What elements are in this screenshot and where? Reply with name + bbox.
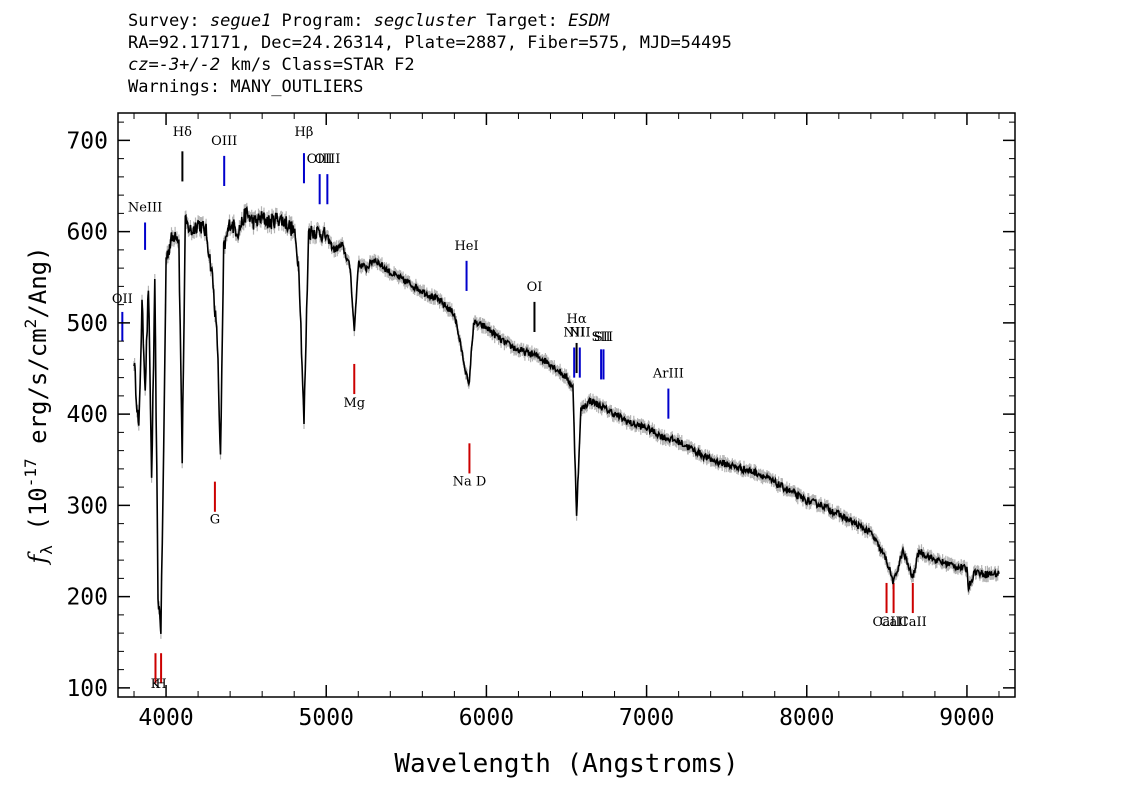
axes: 4000 5000 6000 7000 8000 9000 100 200 300 400 500 6… [21,113,1015,779]
line-label: Na D [453,474,487,489]
y-tick-label: 700 [66,128,108,154]
y-tick-label: 200 [66,585,108,611]
header-line-redshift: cz=-3+/-2 km/s Class=STAR F2 [128,54,732,76]
target-value: ESDM [568,11,610,31]
y-tick-label: 100 [66,676,108,702]
line-label: H [155,677,166,692]
line-label: SII [592,330,611,345]
redshift-value: cz=-3+/-2 [128,55,221,75]
program-value: segcluster [373,11,477,31]
line-label: K [151,677,161,692]
line-label: Hα [567,312,587,327]
program-label: Program: [271,11,374,31]
line-label: CaII [873,615,901,630]
line-label: OI [527,280,543,295]
error-band [133,202,999,639]
header-line-warnings: Warnings: MANY_OUTLIERS [128,77,364,97]
header-line-coords: RA=92.17171, Dec=24.26314, Plate=2887, F… [128,33,732,53]
line-label: OIII [314,152,340,167]
x-tick-label: 4000 [138,705,193,731]
line-label: Hδ [173,125,192,140]
header-line-survey: Survey: segue1 Program: segcluster Targe… [128,10,732,32]
x-tick-label: 7000 [619,705,674,731]
error-band-path [133,202,999,639]
line-label: OIII [211,134,237,149]
x-axis-label: Wavelength (Angstroms) [394,749,738,779]
spectrum-series [133,205,1000,634]
y-axis-label: fλ (10-17 erg/s/cm2/Ang) [21,246,56,565]
line-label: SII [594,330,613,345]
line-label: Hβ [295,125,314,140]
y-tick-label: 300 [66,493,108,519]
class-value: km/s Class=STAR F2 [220,55,415,75]
line-label: NII [563,326,585,341]
line-label: HeI [454,239,478,254]
line-label: OIII [307,152,333,167]
x-tick-label: 5000 [299,705,354,731]
y-tick-label: 400 [66,402,108,428]
target-label: Target: [476,11,569,31]
x-tick-label: 8000 [779,705,834,731]
spectrum-header: Survey: segue1 Program: segcluster Targe… [128,10,732,98]
spectrum-line [133,205,1000,634]
x-tick-label: 6000 [459,705,514,731]
y-tick-label: 600 [66,220,108,246]
survey-label: Survey: [128,11,210,31]
line-label: NII [569,326,591,341]
line-label: Mg [343,396,365,411]
plot-frame [117,112,1016,698]
line-label: CaII [899,615,927,630]
line-label: ArIII [652,367,684,382]
line-label: G [210,513,220,528]
line-label: NeIII [128,201,162,216]
survey-value: segue1 [209,11,272,31]
line-label: OII [112,292,133,307]
line-label: CaII [880,615,908,630]
x-tick-label: 9000 [939,705,994,731]
y-tick-label: 500 [66,311,108,337]
